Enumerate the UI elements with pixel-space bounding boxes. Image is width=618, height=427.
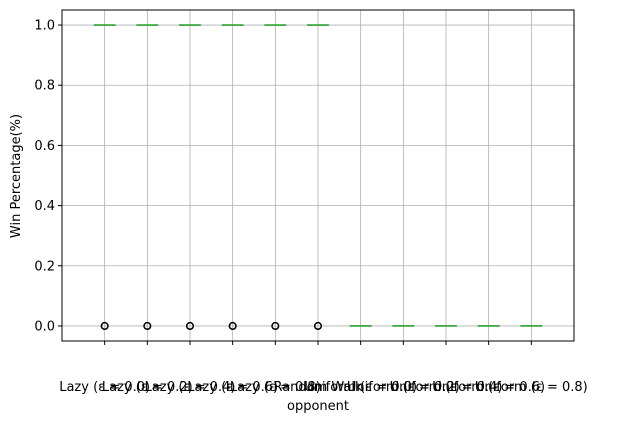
y-tick-label: 0.6 [34, 139, 55, 154]
x-axis-label: opponent [287, 399, 349, 414]
y-tick-label: 0.8 [34, 79, 55, 94]
y-tick-label: 1.0 [34, 19, 55, 34]
x-tick-label: Uniform (ε = 0.8) [475, 380, 588, 395]
grid-layer [62, 10, 574, 341]
y-tick-label: 0.4 [34, 199, 55, 214]
y-tick-label: 0.0 [34, 319, 55, 334]
y-axis-label: Win Percentage(%) [9, 114, 24, 238]
y-tick-label: 0.2 [34, 259, 55, 274]
